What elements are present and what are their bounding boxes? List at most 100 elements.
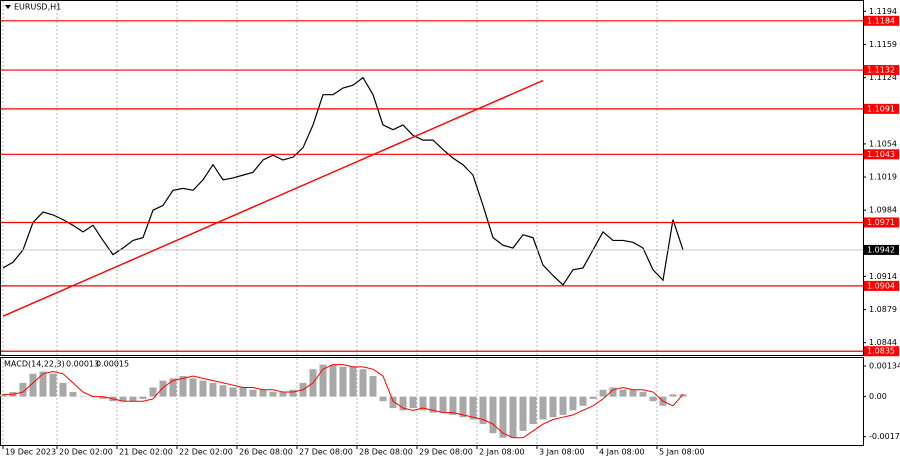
macd-bar — [529, 396, 537, 425]
macd-readout: 0.00013 — [66, 360, 99, 369]
macd-bar — [209, 382, 217, 397]
macd-bar — [329, 364, 337, 397]
macd-bar — [19, 382, 27, 397]
level-label-box — [864, 65, 899, 76]
macd-label: MACD(14,22,3) — [4, 360, 65, 369]
level-label: 1.1132 — [867, 66, 895, 75]
x-tick-label: 5 Jan 08:00 — [659, 448, 705, 457]
x-tick-label: 22 Dec 02:00 — [179, 448, 233, 457]
chart-title: EURUSD,H1 — [14, 3, 61, 12]
macd-bar — [239, 387, 247, 397]
x-tick-label: 29 Dec 08:00 — [419, 448, 473, 457]
macd-bar — [219, 385, 227, 397]
macd-bar — [59, 382, 67, 397]
macd-bar — [349, 366, 357, 397]
y-tick-label: 0.00134 — [869, 362, 900, 371]
macd-bar — [29, 373, 37, 397]
x-tick-label: 26 Dec 08:00 — [239, 448, 293, 457]
macd-bar — [639, 392, 647, 397]
level-label-box — [864, 217, 899, 228]
macd-bar — [359, 369, 367, 397]
macd-bar — [469, 396, 477, 420]
level-label-box — [864, 346, 899, 357]
macd-bar — [199, 380, 207, 397]
x-tick-label: 19 Dec 2023 — [5, 448, 56, 457]
y-tick-label: 1.1054 — [869, 139, 897, 148]
y-tick-label: 1.1124 — [869, 73, 897, 82]
macd-bar — [679, 394, 687, 397]
level-label-box — [864, 149, 899, 160]
macd-bar — [119, 396, 127, 402]
macd-bar — [409, 396, 417, 409]
macd-bar — [249, 389, 257, 397]
macd-bar — [489, 396, 497, 434]
level-label-box — [864, 15, 899, 26]
macd-bar — [69, 392, 77, 397]
macd-bar — [419, 396, 427, 411]
macd-bar — [539, 396, 547, 420]
y-tick-label: 1.0914 — [869, 272, 897, 281]
last-price-box — [864, 244, 899, 255]
x-tick-label: 27 Dec 08:00 — [299, 448, 353, 457]
y-tick-label: 1.0844 — [869, 338, 897, 347]
signal-line — [3, 364, 684, 439]
macd-bar — [269, 392, 277, 397]
x-tick-label: 28 Dec 08:00 — [359, 448, 413, 457]
macd-bar — [479, 396, 487, 425]
macd-bar — [259, 389, 267, 397]
macd-bar — [589, 396, 597, 399]
macd-bar — [289, 389, 297, 397]
macd-bar — [229, 387, 237, 397]
macd-bar — [579, 396, 587, 406]
macd-bar — [599, 389, 607, 397]
macd-bar — [189, 378, 197, 397]
macd-bar — [429, 396, 437, 413]
y-tick-label: 1.1019 — [869, 173, 897, 182]
macd-bar — [389, 396, 397, 409]
y-tick-label: 1.1159 — [869, 40, 897, 49]
macd-bar — [449, 396, 457, 415]
macd-bar — [79, 396, 87, 398]
x-tick-label: 20 Dec 02:00 — [59, 448, 113, 457]
macd-bar — [369, 376, 377, 397]
macd-bar — [559, 396, 567, 415]
macd-bar — [519, 396, 527, 431]
macd-bar — [619, 389, 627, 397]
macd-bar — [499, 396, 507, 438]
macd-bar — [379, 396, 387, 402]
macd-bar — [179, 376, 187, 397]
y-tick-label: 1.0984 — [869, 206, 897, 215]
macd-bar — [159, 380, 167, 397]
macd-bar — [339, 366, 347, 397]
last-price-label: 1.0942 — [867, 245, 895, 254]
macd-bar — [139, 396, 147, 399]
x-tick-label: 2 Jan 08:00 — [479, 448, 525, 457]
macd-bar — [459, 396, 467, 418]
macd-bar — [279, 392, 287, 397]
price-line — [2, 76, 684, 286]
symbol-menu-icon[interactable] — [5, 5, 11, 9]
macd-bar — [669, 394, 677, 397]
price-panel — [0, 0, 864, 356]
macd-bar — [149, 387, 157, 397]
y-tick-label: 0.00 — [869, 392, 887, 401]
macd-bar — [129, 396, 137, 402]
macd-bar — [49, 373, 57, 397]
y-tick-label: 1.0879 — [869, 305, 897, 314]
macd-readout: 0.00015 — [96, 360, 129, 369]
trendline — [2, 79, 544, 317]
x-tick-label: 4 Jan 08:00 — [599, 448, 645, 457]
macd-bar — [399, 396, 407, 411]
level-label: 1.0971 — [867, 218, 895, 227]
macd-bar — [99, 396, 107, 399]
y-tick-label: 1.1194 — [869, 7, 897, 16]
macd-bar — [509, 396, 517, 438]
macd-bar — [629, 389, 637, 397]
macd-bar — [0, 394, 7, 397]
level-label: 1.0835 — [867, 347, 895, 356]
x-tick-label: 21 Dec 02:00 — [119, 448, 173, 457]
macd-bar — [39, 371, 47, 397]
level-label-box — [864, 280, 899, 291]
macd-bar — [569, 396, 577, 411]
x-tick-label: 3 Jan 08:00 — [539, 448, 585, 457]
